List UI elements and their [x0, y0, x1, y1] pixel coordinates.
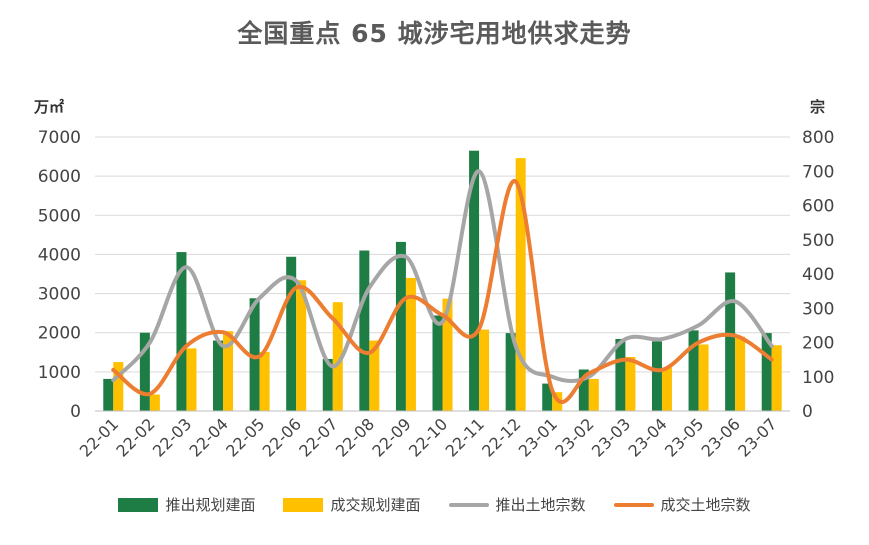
bar	[588, 378, 599, 411]
legend-label: 成交规划建面	[330, 496, 421, 514]
y-tick-right: 400	[802, 265, 834, 285]
bar	[176, 252, 187, 411]
bar	[735, 336, 746, 411]
legend-swatch	[448, 502, 489, 507]
y-tick-left: 7000	[38, 128, 81, 148]
y-tick-left: 3000	[38, 285, 81, 305]
bar	[332, 302, 343, 411]
chart-title: 全国重点 65 城涉宅用地供求走势	[237, 19, 632, 48]
x-tick-label: 23-06	[698, 414, 744, 460]
y-tick-right: 100	[802, 368, 834, 388]
x-tick-label: 23-05	[661, 414, 707, 460]
legend-item: 成交规划建面	[283, 494, 421, 515]
y-tick-right: 800	[802, 128, 834, 148]
bar	[139, 332, 150, 411]
y-tick-left: 0	[70, 402, 81, 422]
bar	[249, 298, 260, 411]
x-tick-label: 22-10	[405, 414, 451, 460]
bar	[369, 340, 380, 411]
legend-swatch	[283, 497, 324, 512]
bar	[761, 333, 772, 411]
bar	[286, 256, 297, 411]
legend-label: 推出土地宗数	[495, 496, 586, 514]
bar	[725, 272, 736, 411]
x-tick-label: 23-01	[515, 414, 561, 460]
legend-item: 推出土地宗数	[448, 494, 586, 515]
bar	[149, 394, 160, 411]
y-tick-left: 1000	[38, 363, 81, 383]
y-tick-left: 4000	[38, 245, 81, 265]
bar	[615, 338, 626, 411]
bar	[651, 341, 662, 411]
y-tick-left: 2000	[38, 324, 81, 344]
bar	[515, 158, 526, 411]
bar	[698, 344, 709, 411]
y-tick-right: 300	[802, 299, 834, 319]
bar	[432, 315, 443, 411]
x-tick-label: 23-04	[624, 414, 670, 460]
y-tick-right: 500	[802, 231, 834, 251]
x-tick-label: 22-08	[332, 414, 378, 460]
bar	[578, 369, 589, 411]
bar	[442, 298, 453, 411]
x-tick-label: 23-02	[551, 414, 597, 460]
bar	[259, 351, 270, 411]
legend-label: 成交土地宗数	[660, 496, 751, 514]
x-tick-label: 22-12	[478, 414, 524, 460]
x-tick-label: 22-07	[295, 414, 341, 460]
bar	[469, 150, 480, 411]
series-line	[111, 179, 774, 404]
bar	[405, 277, 416, 411]
bar	[688, 330, 699, 411]
x-tick-label: 22-01	[76, 414, 122, 460]
y-tick-left: 6000	[38, 167, 81, 187]
x-tick-label: 22-03	[149, 414, 195, 460]
bar	[625, 356, 636, 411]
x-tick-label: 22-09	[368, 414, 414, 460]
bar	[103, 378, 114, 411]
bar	[213, 340, 224, 411]
bar	[479, 329, 490, 411]
y-tick-right: 600	[802, 197, 834, 217]
bar	[395, 241, 406, 411]
x-tick-label: 23-03	[588, 414, 634, 460]
bar	[542, 383, 553, 411]
bar	[223, 331, 234, 411]
x-tick-label: 23-07	[734, 414, 780, 460]
bar	[359, 250, 370, 411]
legend-label: 推出规划建面	[165, 496, 256, 514]
bar	[296, 280, 307, 411]
bar	[661, 367, 672, 411]
y-tick-right: 200	[802, 334, 834, 354]
y-axis-label-right: 宗	[810, 98, 825, 116]
bar	[771, 345, 782, 411]
y-tick-left: 5000	[38, 206, 81, 226]
x-tick-label: 22-06	[259, 414, 305, 460]
y-tick-right: 700	[802, 162, 834, 182]
bar	[505, 333, 516, 411]
bar	[113, 362, 124, 411]
x-tick-label: 22-11	[442, 414, 488, 460]
x-tick-label: 22-02	[112, 414, 158, 460]
y-tick-right: 0	[802, 402, 813, 422]
x-tick-label: 22-04	[186, 414, 232, 460]
legend-item: 推出规划建面	[118, 494, 255, 515]
x-tick-label: 22-05	[222, 414, 268, 460]
bar	[186, 348, 197, 411]
bar	[322, 358, 333, 411]
legend-swatch	[613, 502, 654, 507]
legend-item: 成交土地宗数	[613, 494, 751, 515]
y-axis-label-left: 万㎡	[33, 98, 64, 116]
legend-swatch	[118, 497, 159, 512]
legend: 推出规划建面 成交规划建面 推出土地宗数 成交土地宗数	[0, 494, 869, 515]
